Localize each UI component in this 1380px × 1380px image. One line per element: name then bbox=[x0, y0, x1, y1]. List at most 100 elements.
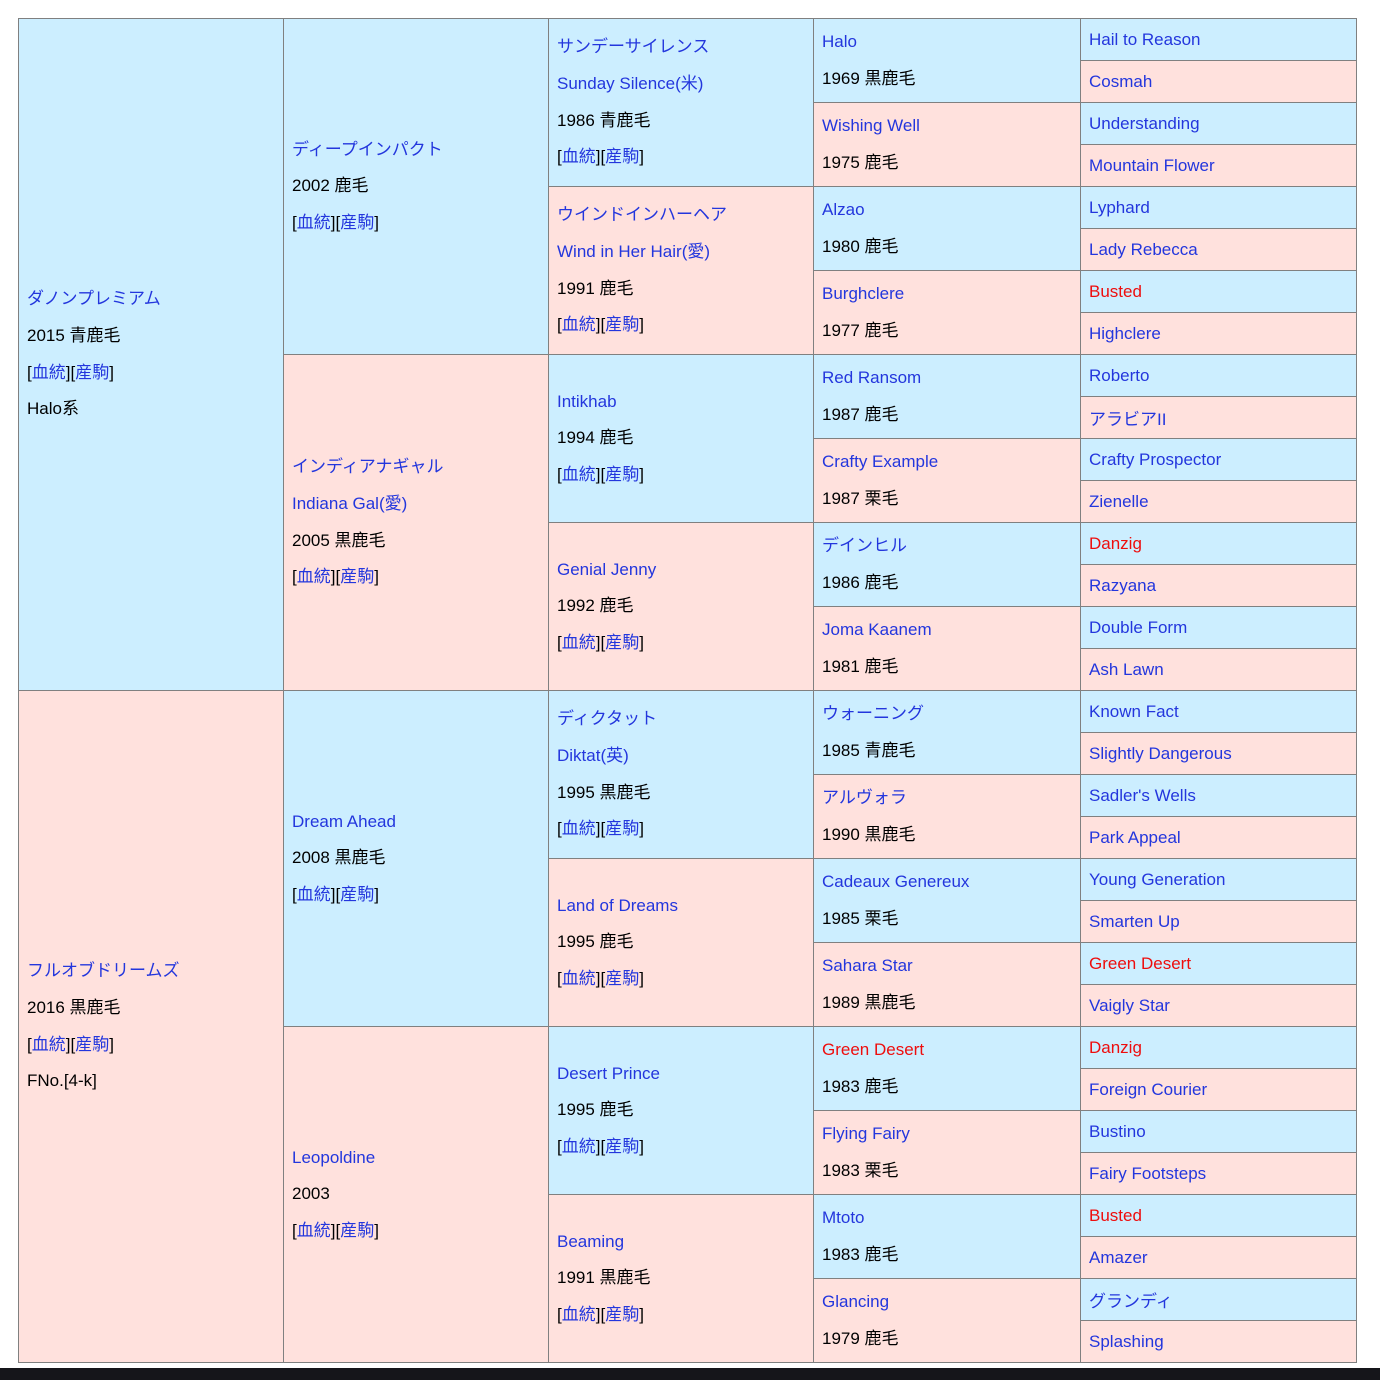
horse-link[interactable]: Understanding bbox=[1089, 113, 1200, 133]
offspring-link[interactable]: 産駒 bbox=[340, 212, 375, 232]
horse-link[interactable]: Smarten Up bbox=[1089, 911, 1180, 931]
horse-link[interactable]: Intikhab bbox=[557, 391, 617, 411]
horse-link[interactable]: Red Ransom bbox=[822, 367, 922, 387]
blood-link[interactable]: 血統 bbox=[561, 1304, 596, 1324]
offspring-link[interactable]: 産駒 bbox=[605, 464, 640, 484]
horse-link[interactable]: インディアナギャル bbox=[292, 457, 444, 477]
horse-link[interactable]: Foreign Courier bbox=[1089, 1079, 1208, 1099]
offspring-link[interactable]: 産駒 bbox=[605, 819, 640, 839]
blood-link[interactable]: 血統 bbox=[561, 464, 596, 484]
horse-link[interactable]: Green Desert bbox=[822, 1039, 925, 1059]
blood-link[interactable]: 血統 bbox=[561, 819, 596, 839]
horse-link[interactable]: Sadler's Wells bbox=[1089, 785, 1196, 805]
horse-link[interactable]: Desert Prince bbox=[557, 1063, 660, 1083]
horse-link[interactable]: Hail to Reason bbox=[1089, 29, 1201, 49]
horse-link[interactable]: Land of Dreams bbox=[557, 895, 678, 915]
horse-link[interactable]: Lyphard bbox=[1089, 197, 1150, 217]
horse-link[interactable]: Burghclere bbox=[822, 283, 905, 303]
horse-link[interactable]: ウォーニング bbox=[822, 703, 924, 723]
horse-link[interactable]: Leopoldine bbox=[292, 1147, 376, 1167]
horse-link[interactable]: Indiana Gal(愛) bbox=[292, 493, 408, 513]
blood-link[interactable]: 血統 bbox=[296, 567, 331, 587]
horse-link[interactable]: Crafty Example bbox=[822, 451, 939, 471]
table-row: Park Appeal bbox=[19, 816, 1357, 859]
horse-link[interactable]: Sunday Silence(米) bbox=[557, 73, 704, 93]
horse-link[interactable]: サンデーサイレンス bbox=[557, 37, 710, 57]
horse-link[interactable]: アラビアII bbox=[1089, 410, 1167, 429]
pedigree-cell: Genial Jenny 1992 鹿毛 [血統][産駒] bbox=[548, 522, 814, 691]
blood-link[interactable]: 血統 bbox=[561, 1136, 596, 1156]
offspring-link[interactable]: 産駒 bbox=[605, 147, 640, 167]
horse-link[interactable]: Young Generation bbox=[1089, 869, 1226, 889]
horse-link[interactable]: Highclere bbox=[1089, 323, 1161, 343]
offspring-link[interactable]: 産駒 bbox=[340, 1220, 375, 1240]
offspring-link[interactable]: 産駒 bbox=[75, 362, 110, 382]
horse-link[interactable]: Crafty Prospector bbox=[1089, 449, 1222, 469]
horse-link[interactable]: Beaming bbox=[557, 1231, 625, 1251]
table-row: Land of Dreams 1995 鹿毛 [血統][産駒] Cadeaux … bbox=[19, 858, 1357, 1027]
horse-link[interactable]: Sahara Star bbox=[822, 955, 913, 975]
horse-link[interactable]: Wind in Her Hair(愛) bbox=[557, 241, 711, 261]
horse-link[interactable]: Danzig bbox=[1089, 533, 1142, 553]
horse-link[interactable]: Splashing bbox=[1089, 1331, 1164, 1351]
pedigree-cell: Double Form bbox=[1080, 606, 1357, 649]
blood-link[interactable]: 血統 bbox=[561, 632, 596, 652]
horse-link[interactable]: ダノンプレミアム bbox=[27, 289, 161, 309]
horse-link[interactable]: Joma Kaanem bbox=[822, 619, 932, 639]
horse-link[interactable]: Halo bbox=[822, 31, 857, 51]
horse-link[interactable]: Dream Ahead bbox=[292, 811, 396, 831]
horse-link[interactable]: Double Form bbox=[1089, 617, 1188, 637]
horse-link[interactable]: ウインドインハーヘア bbox=[557, 205, 727, 225]
horse-link[interactable]: Vaigly Star bbox=[1089, 995, 1170, 1015]
horse-link[interactable]: Razyana bbox=[1089, 575, 1157, 595]
horse-link[interactable]: Glancing bbox=[822, 1291, 890, 1311]
horse-link[interactable]: Bustino bbox=[1089, 1121, 1146, 1141]
horse-link[interactable]: Wishing Well bbox=[822, 115, 920, 135]
offspring-link[interactable]: 産駒 bbox=[605, 1136, 640, 1156]
horse-link[interactable]: ディクタット bbox=[557, 709, 658, 729]
blood-link[interactable]: 血統 bbox=[561, 968, 596, 988]
blood-link[interactable]: 血統 bbox=[561, 315, 596, 335]
blood-link[interactable]: 血統 bbox=[296, 884, 331, 904]
horse-link[interactable]: Alzao bbox=[822, 199, 865, 219]
horse-link[interactable]: Busted bbox=[1089, 1205, 1142, 1225]
horse-link[interactable]: Park Appeal bbox=[1089, 827, 1181, 847]
horse-link[interactable]: ディープインパクト bbox=[292, 139, 443, 159]
horse-link[interactable]: Cadeaux Genereux bbox=[822, 871, 970, 891]
horse-link[interactable]: Known Fact bbox=[1089, 701, 1179, 721]
horse-link[interactable]: Amazer bbox=[1089, 1247, 1148, 1267]
horse-link[interactable]: Cosmah bbox=[1089, 71, 1153, 91]
horse-link[interactable]: Fairy Footsteps bbox=[1089, 1163, 1207, 1183]
offspring-link[interactable]: 産駒 bbox=[340, 567, 375, 587]
horse-link[interactable]: Flying Fairy bbox=[822, 1123, 910, 1143]
blood-link[interactable]: 血統 bbox=[31, 1034, 66, 1054]
pedigree-cell: Mountain Flower bbox=[1080, 144, 1357, 187]
horse-link[interactable]: Busted bbox=[1089, 281, 1142, 301]
horse-link[interactable]: Green Desert bbox=[1089, 953, 1192, 973]
offspring-link[interactable]: 産駒 bbox=[75, 1034, 110, 1054]
horse-link[interactable]: Lady Rebecca bbox=[1089, 239, 1198, 259]
blood-link[interactable]: 血統 bbox=[561, 147, 596, 167]
offspring-link[interactable]: 産駒 bbox=[605, 315, 640, 335]
horse-link[interactable]: Genial Jenny bbox=[557, 559, 657, 579]
offspring-link[interactable]: 産駒 bbox=[605, 968, 640, 988]
horse-link[interactable]: フルオブドリームズ bbox=[27, 961, 180, 981]
horse-link[interactable]: アルヴォラ bbox=[822, 787, 907, 807]
pedigree-cell: Slightly Dangerous bbox=[1080, 732, 1357, 775]
blood-link[interactable]: 血統 bbox=[296, 212, 331, 232]
horse-link[interactable]: Roberto bbox=[1089, 365, 1150, 385]
horse-link[interactable]: Diktat(英) bbox=[557, 745, 629, 765]
offspring-link[interactable]: 産駒 bbox=[605, 632, 640, 652]
horse-link[interactable]: Slightly Dangerous bbox=[1089, 743, 1232, 763]
offspring-link[interactable]: 産駒 bbox=[605, 1304, 640, 1324]
horse-link[interactable]: Mountain Flower bbox=[1089, 155, 1215, 175]
horse-link[interactable]: Danzig bbox=[1089, 1037, 1142, 1057]
blood-link[interactable]: 血統 bbox=[296, 1220, 331, 1240]
horse-link[interactable]: Zienelle bbox=[1089, 491, 1149, 511]
offspring-link[interactable]: 産駒 bbox=[340, 884, 375, 904]
horse-link[interactable]: Mtoto bbox=[822, 1207, 865, 1227]
horse-link[interactable]: デインヒル bbox=[822, 535, 907, 555]
horse-link[interactable]: Ash Lawn bbox=[1089, 659, 1164, 679]
blood-link[interactable]: 血統 bbox=[31, 362, 66, 382]
horse-link[interactable]: グランディ bbox=[1089, 1292, 1173, 1311]
